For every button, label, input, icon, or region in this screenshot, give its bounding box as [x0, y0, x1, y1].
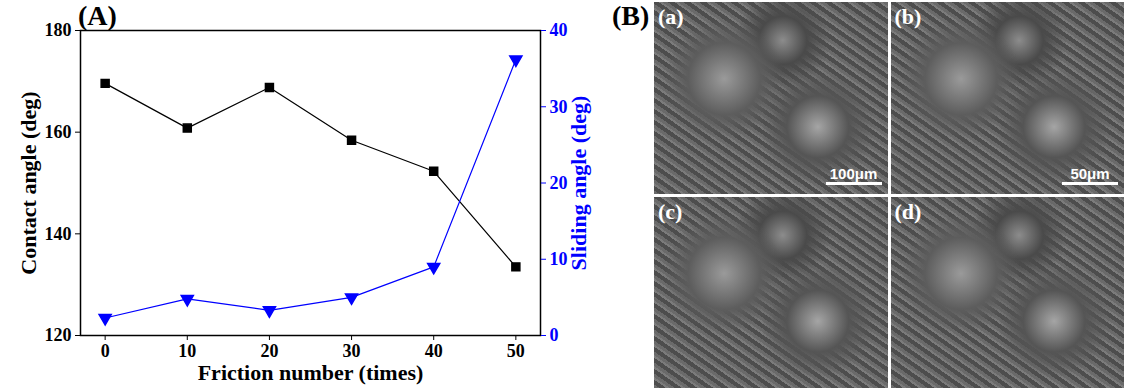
html-text:(A): (A) — [78, 0, 117, 31]
svg-text:40: 40 — [425, 341, 443, 361]
svg-text:0: 0 — [101, 341, 110, 361]
svg-text:140: 140 — [45, 224, 72, 244]
svg-text:Contact angle (deg): Contact angle (deg) — [16, 91, 41, 274]
svg-text:30: 30 — [549, 96, 568, 117]
html-text:(B) (a): (B) (a) — [612, 0, 684, 31]
svg-text:10: 10 — [549, 249, 568, 269]
svg-text:20: 20 — [260, 341, 278, 361]
svg-text:120: 120 — [45, 325, 72, 345]
svg-text:20: 20 — [549, 172, 568, 193]
svg-text:180: 180 — [45, 20, 72, 40]
html-text:(d): (d) — [894, 198, 922, 224]
svg-text:40: 40 — [550, 20, 568, 40]
svg-text:50: 50 — [507, 341, 525, 361]
html-text:100μm: 100μm — [829, 164, 878, 182]
svg-text:0: 0 — [550, 325, 559, 345]
svg-text:160: 160 — [45, 122, 72, 142]
svg-text:30: 30 — [343, 341, 361, 361]
svg-text:Friction number (times): Friction number (times) — [198, 360, 424, 385]
html-text:50μm: 50μm — [1070, 164, 1110, 182]
html-text:(b): (b) — [894, 4, 922, 29]
svg-text:Sliding angle (deg): Sliding angle (deg) — [566, 96, 591, 271]
svg-text:10: 10 — [178, 341, 196, 361]
html-text:(c): (c) — [658, 198, 683, 224]
